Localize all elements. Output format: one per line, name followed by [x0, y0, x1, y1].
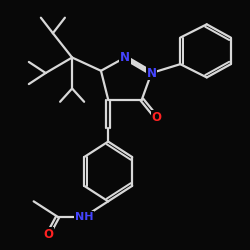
Text: N: N [120, 51, 130, 64]
Text: NH: NH [75, 212, 94, 222]
Text: O: O [151, 111, 161, 124]
Text: O: O [43, 228, 53, 241]
Text: N: N [146, 66, 156, 80]
